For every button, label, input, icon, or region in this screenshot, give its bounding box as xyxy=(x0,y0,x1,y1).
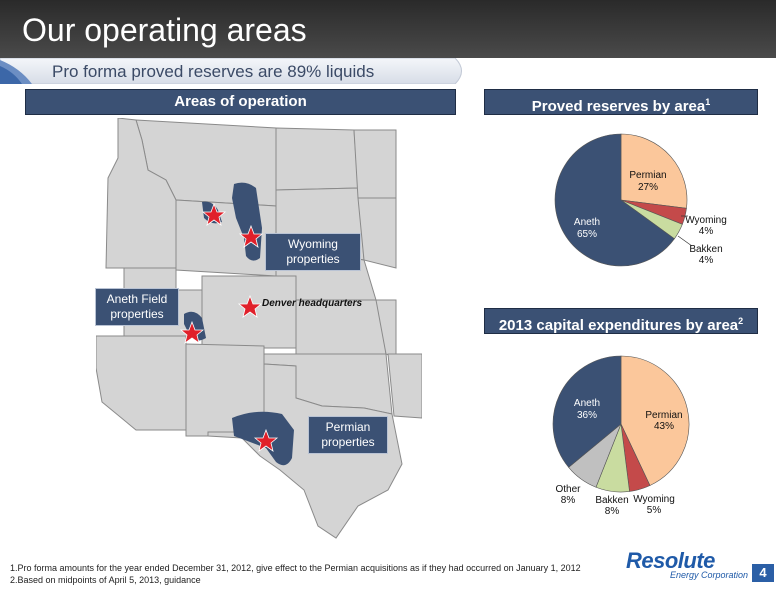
proved-reserves-chart: Permian 27% Wyoming 4% Bakken 4% Aneth 6… xyxy=(536,130,756,285)
capex-header-sup: 2 xyxy=(738,316,744,326)
pie2-label-wyoming-value: 5% xyxy=(647,505,662,516)
proved-header: Proved reserves by area1 xyxy=(484,89,758,115)
pie2-label-bakken-name: Bakken xyxy=(595,495,628,506)
pie-slice-aneth xyxy=(552,355,622,468)
pie-slice-permian xyxy=(620,355,690,486)
pie-slice-permian xyxy=(620,133,688,209)
state-iowa xyxy=(357,197,397,269)
logo-name: Resolute xyxy=(626,548,715,573)
denver-headquarters-label: Denver headquarters xyxy=(262,298,363,309)
pie2-label-other-value: 8% xyxy=(561,495,576,506)
slide-subtitle: Pro forma proved reserves are 89% liquid… xyxy=(52,62,375,81)
state-arizona xyxy=(95,335,187,431)
proved-header-sup: 1 xyxy=(705,97,711,107)
proved-reserves-pie: Permian 27% Wyoming 4% Bakken 4% Aneth 6… xyxy=(554,133,727,267)
wyoming-label-text: Wyoming properties xyxy=(286,237,340,266)
areas-header: Areas of operation xyxy=(25,89,456,115)
pie1-label-permian-name: Permian xyxy=(629,170,666,181)
title-bar xyxy=(0,0,776,58)
capex-header-text: 2013 capital expenditures by area xyxy=(498,317,739,334)
state-arkansas xyxy=(387,353,423,419)
subtitle-banner: Pro forma proved reserves are 89% liquid… xyxy=(0,58,470,84)
pie1-label-wyoming-name: Wyoming xyxy=(685,215,727,226)
permian-properties-label: Permian properties xyxy=(308,416,388,454)
star-marker-wyoming-1 xyxy=(201,202,227,226)
capex-chart: Permian 43% Wyoming 5% Bakken 8% Other 8… xyxy=(536,354,756,529)
aneth-label-text: Aneth Field properties xyxy=(106,292,168,321)
pie2-label-bakken-value: 8% xyxy=(605,506,620,517)
capex-pie: Permian 43% Wyoming 5% Bakken 8% Other 8… xyxy=(552,355,690,517)
footnotes: 1.Pro forma amounts for the year ended D… xyxy=(10,562,581,586)
pie2-label-other-name: Other xyxy=(555,484,581,495)
state-minnesota xyxy=(353,129,397,199)
map-svg xyxy=(95,117,423,539)
operations-map xyxy=(95,117,423,548)
slide-title: Our operating areas xyxy=(22,12,307,48)
aneth-properties-label: Aneth Field properties xyxy=(95,288,179,326)
pie1-label-wyoming-value: 4% xyxy=(699,226,714,237)
wyoming-properties-label: Wyoming properties xyxy=(265,233,361,271)
star-marker-aneth xyxy=(179,320,205,344)
pie1-label-aneth-name: Aneth xyxy=(574,217,600,228)
state-north-dakota xyxy=(275,127,359,191)
proved-header-text: Proved reserves by area xyxy=(531,98,706,115)
pie1-label-aneth-value: 65% xyxy=(577,229,597,240)
star-marker-wyoming-2 xyxy=(238,224,264,248)
capex-header: 2013 capital expenditures by area2 xyxy=(484,308,758,334)
pie2-label-aneth-value: 36% xyxy=(577,410,597,421)
pie2-label-aneth-name: Aneth xyxy=(574,398,600,409)
pie2-label-wyoming-name: Wyoming xyxy=(633,494,675,505)
pie2-label-permian-name: Permian xyxy=(645,410,682,421)
footnote-1: 1.Pro forma amounts for the year ended D… xyxy=(10,563,581,573)
company-logo: Resolute Energy Corporation xyxy=(626,548,750,582)
permian-label-text: Permian properties xyxy=(321,420,375,449)
page-number: 4 xyxy=(752,564,774,582)
pie2-label-permian-value: 43% xyxy=(654,421,674,432)
pie1-leader-bakken xyxy=(677,235,693,247)
subtitle-banner-shape xyxy=(0,58,462,84)
logo-tagline: Energy Corporation xyxy=(670,570,749,580)
pie1-label-bakken-value: 4% xyxy=(699,255,714,266)
star-marker-permian xyxy=(253,428,279,452)
footnote-2: 2.Based on midpoints of April 5, 2013, g… xyxy=(10,575,201,585)
state-texas xyxy=(207,363,403,539)
pie1-label-bakken-name: Bakken xyxy=(689,244,722,255)
pie-slice-aneth xyxy=(554,133,675,267)
areas-header-text: Areas of operation xyxy=(174,93,307,110)
star-marker-denver xyxy=(237,294,263,318)
pie1-label-permian-value: 27% xyxy=(638,182,658,193)
